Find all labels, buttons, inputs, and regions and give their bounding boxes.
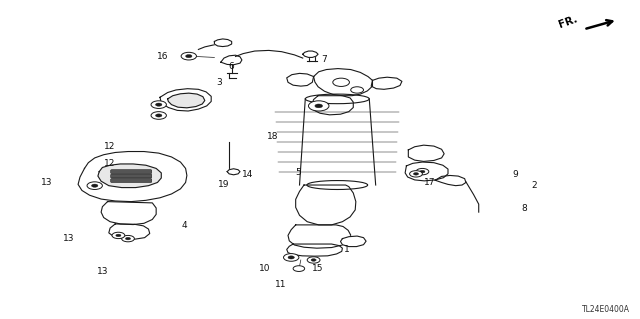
Polygon shape [98, 164, 161, 188]
Circle shape [92, 184, 98, 187]
Text: 6: 6 [228, 62, 234, 71]
Circle shape [116, 234, 121, 237]
Polygon shape [101, 202, 156, 225]
Polygon shape [314, 69, 372, 96]
Text: 2: 2 [531, 181, 537, 190]
Polygon shape [288, 225, 351, 248]
Text: 17: 17 [424, 178, 435, 187]
Polygon shape [214, 39, 232, 47]
Circle shape [288, 256, 294, 259]
Text: 3: 3 [216, 78, 221, 87]
Polygon shape [287, 244, 342, 256]
Circle shape [156, 103, 162, 106]
Polygon shape [160, 89, 211, 111]
Text: 12: 12 [104, 142, 115, 151]
Text: 9: 9 [512, 170, 518, 179]
Circle shape [125, 237, 131, 240]
Circle shape [293, 266, 305, 271]
Text: 11: 11 [275, 280, 286, 289]
Text: 14: 14 [242, 170, 253, 179]
Circle shape [181, 52, 196, 60]
Text: FR.: FR. [557, 14, 579, 30]
Text: 1: 1 [344, 245, 350, 254]
Polygon shape [227, 169, 240, 175]
Circle shape [186, 55, 192, 58]
Circle shape [284, 254, 299, 261]
Circle shape [413, 173, 419, 175]
Circle shape [420, 170, 425, 173]
Text: 12: 12 [104, 159, 115, 168]
Polygon shape [303, 51, 318, 57]
Circle shape [416, 168, 429, 175]
Circle shape [351, 87, 364, 93]
Text: 15: 15 [312, 264, 324, 273]
Text: 8: 8 [522, 204, 527, 213]
Polygon shape [287, 73, 314, 86]
Polygon shape [340, 236, 366, 247]
Circle shape [122, 235, 134, 242]
Text: 18: 18 [267, 132, 278, 141]
Polygon shape [408, 145, 444, 161]
Circle shape [333, 78, 349, 86]
Text: 16: 16 [157, 52, 168, 61]
FancyBboxPatch shape [111, 170, 152, 174]
Polygon shape [296, 185, 356, 225]
Text: 13: 13 [63, 234, 75, 243]
Text: 7: 7 [321, 55, 327, 64]
Circle shape [307, 257, 320, 263]
Polygon shape [312, 96, 353, 115]
Text: TL24E0400A: TL24E0400A [582, 305, 630, 314]
Text: 4: 4 [181, 221, 187, 230]
Circle shape [112, 232, 125, 239]
Circle shape [308, 101, 329, 111]
FancyBboxPatch shape [111, 179, 152, 182]
Polygon shape [78, 152, 187, 202]
Polygon shape [109, 224, 150, 239]
Text: 19: 19 [218, 180, 230, 189]
Polygon shape [371, 77, 402, 89]
Text: 13: 13 [97, 267, 109, 276]
Circle shape [151, 112, 166, 119]
Circle shape [151, 101, 166, 108]
Polygon shape [435, 175, 466, 186]
Text: 13: 13 [41, 178, 52, 187]
Text: 10: 10 [259, 264, 270, 273]
Circle shape [87, 182, 102, 189]
Circle shape [311, 259, 316, 261]
FancyBboxPatch shape [111, 174, 152, 178]
Circle shape [156, 114, 162, 117]
Polygon shape [405, 162, 448, 181]
Circle shape [315, 104, 323, 108]
Text: 5: 5 [296, 168, 301, 177]
Polygon shape [221, 55, 242, 65]
Circle shape [410, 171, 422, 177]
Polygon shape [168, 93, 205, 108]
